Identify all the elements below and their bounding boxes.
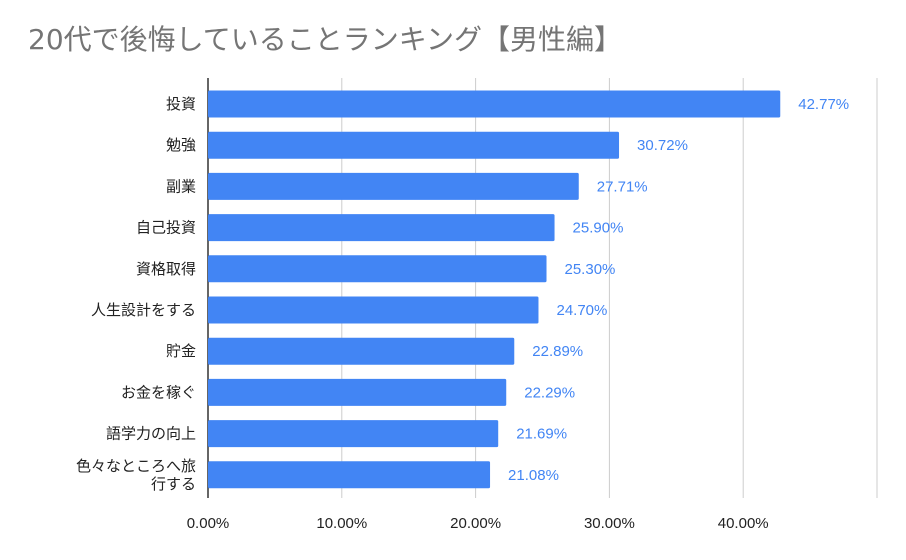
x-tick-label: 0.00% — [187, 515, 230, 532]
category-label: 勉強 — [166, 136, 196, 154]
data-label: 25.30% — [565, 261, 616, 278]
bar-7 — [208, 378, 507, 406]
category-label: 語学力の向上 — [106, 425, 196, 443]
bar-2 — [208, 172, 579, 200]
data-label: 21.08% — [508, 467, 559, 484]
bar-4 — [208, 255, 547, 283]
data-label: 24.70% — [556, 302, 607, 319]
bar-5 — [208, 296, 539, 324]
category-label: 自己投資 — [136, 219, 196, 237]
bar-6 — [208, 337, 515, 365]
category-label: 色々なところへ旅行する — [76, 457, 196, 493]
x-tick-label: 10.00% — [316, 515, 367, 532]
data-label: 22.29% — [524, 384, 575, 401]
data-label: 30.72% — [637, 137, 688, 154]
category-label: 貯金 — [166, 342, 196, 360]
bar-8 — [208, 420, 499, 448]
bar-1 — [208, 131, 620, 159]
labels: 0.00% 10.00% 20.00% 30.00% 40.00% 42.77% 投資 30.… — [76, 95, 849, 532]
bar-3 — [208, 214, 555, 242]
category-label: お金を稼ぐ — [121, 383, 196, 401]
x-tick-label: 20.00% — [450, 515, 501, 532]
bar-0 — [208, 90, 781, 118]
data-label: 21.69% — [516, 426, 567, 443]
data-label: 42.77% — [798, 96, 849, 113]
bar-9 — [208, 461, 491, 489]
data-label: 25.90% — [573, 220, 624, 237]
category-label: 人生設計をする — [91, 301, 196, 319]
category-label: 副業 — [166, 177, 196, 195]
data-label: 22.89% — [532, 343, 583, 360]
category-label: 投資 — [166, 95, 196, 113]
x-tick-label: 40.00% — [718, 515, 769, 532]
category-label: 資格取得 — [136, 260, 196, 278]
x-tick-label: 30.00% — [584, 515, 635, 532]
data-label: 27.71% — [597, 178, 648, 195]
chart-title: 20代で後悔していることランキング【男性編】 — [28, 23, 622, 56]
bars — [208, 90, 781, 489]
